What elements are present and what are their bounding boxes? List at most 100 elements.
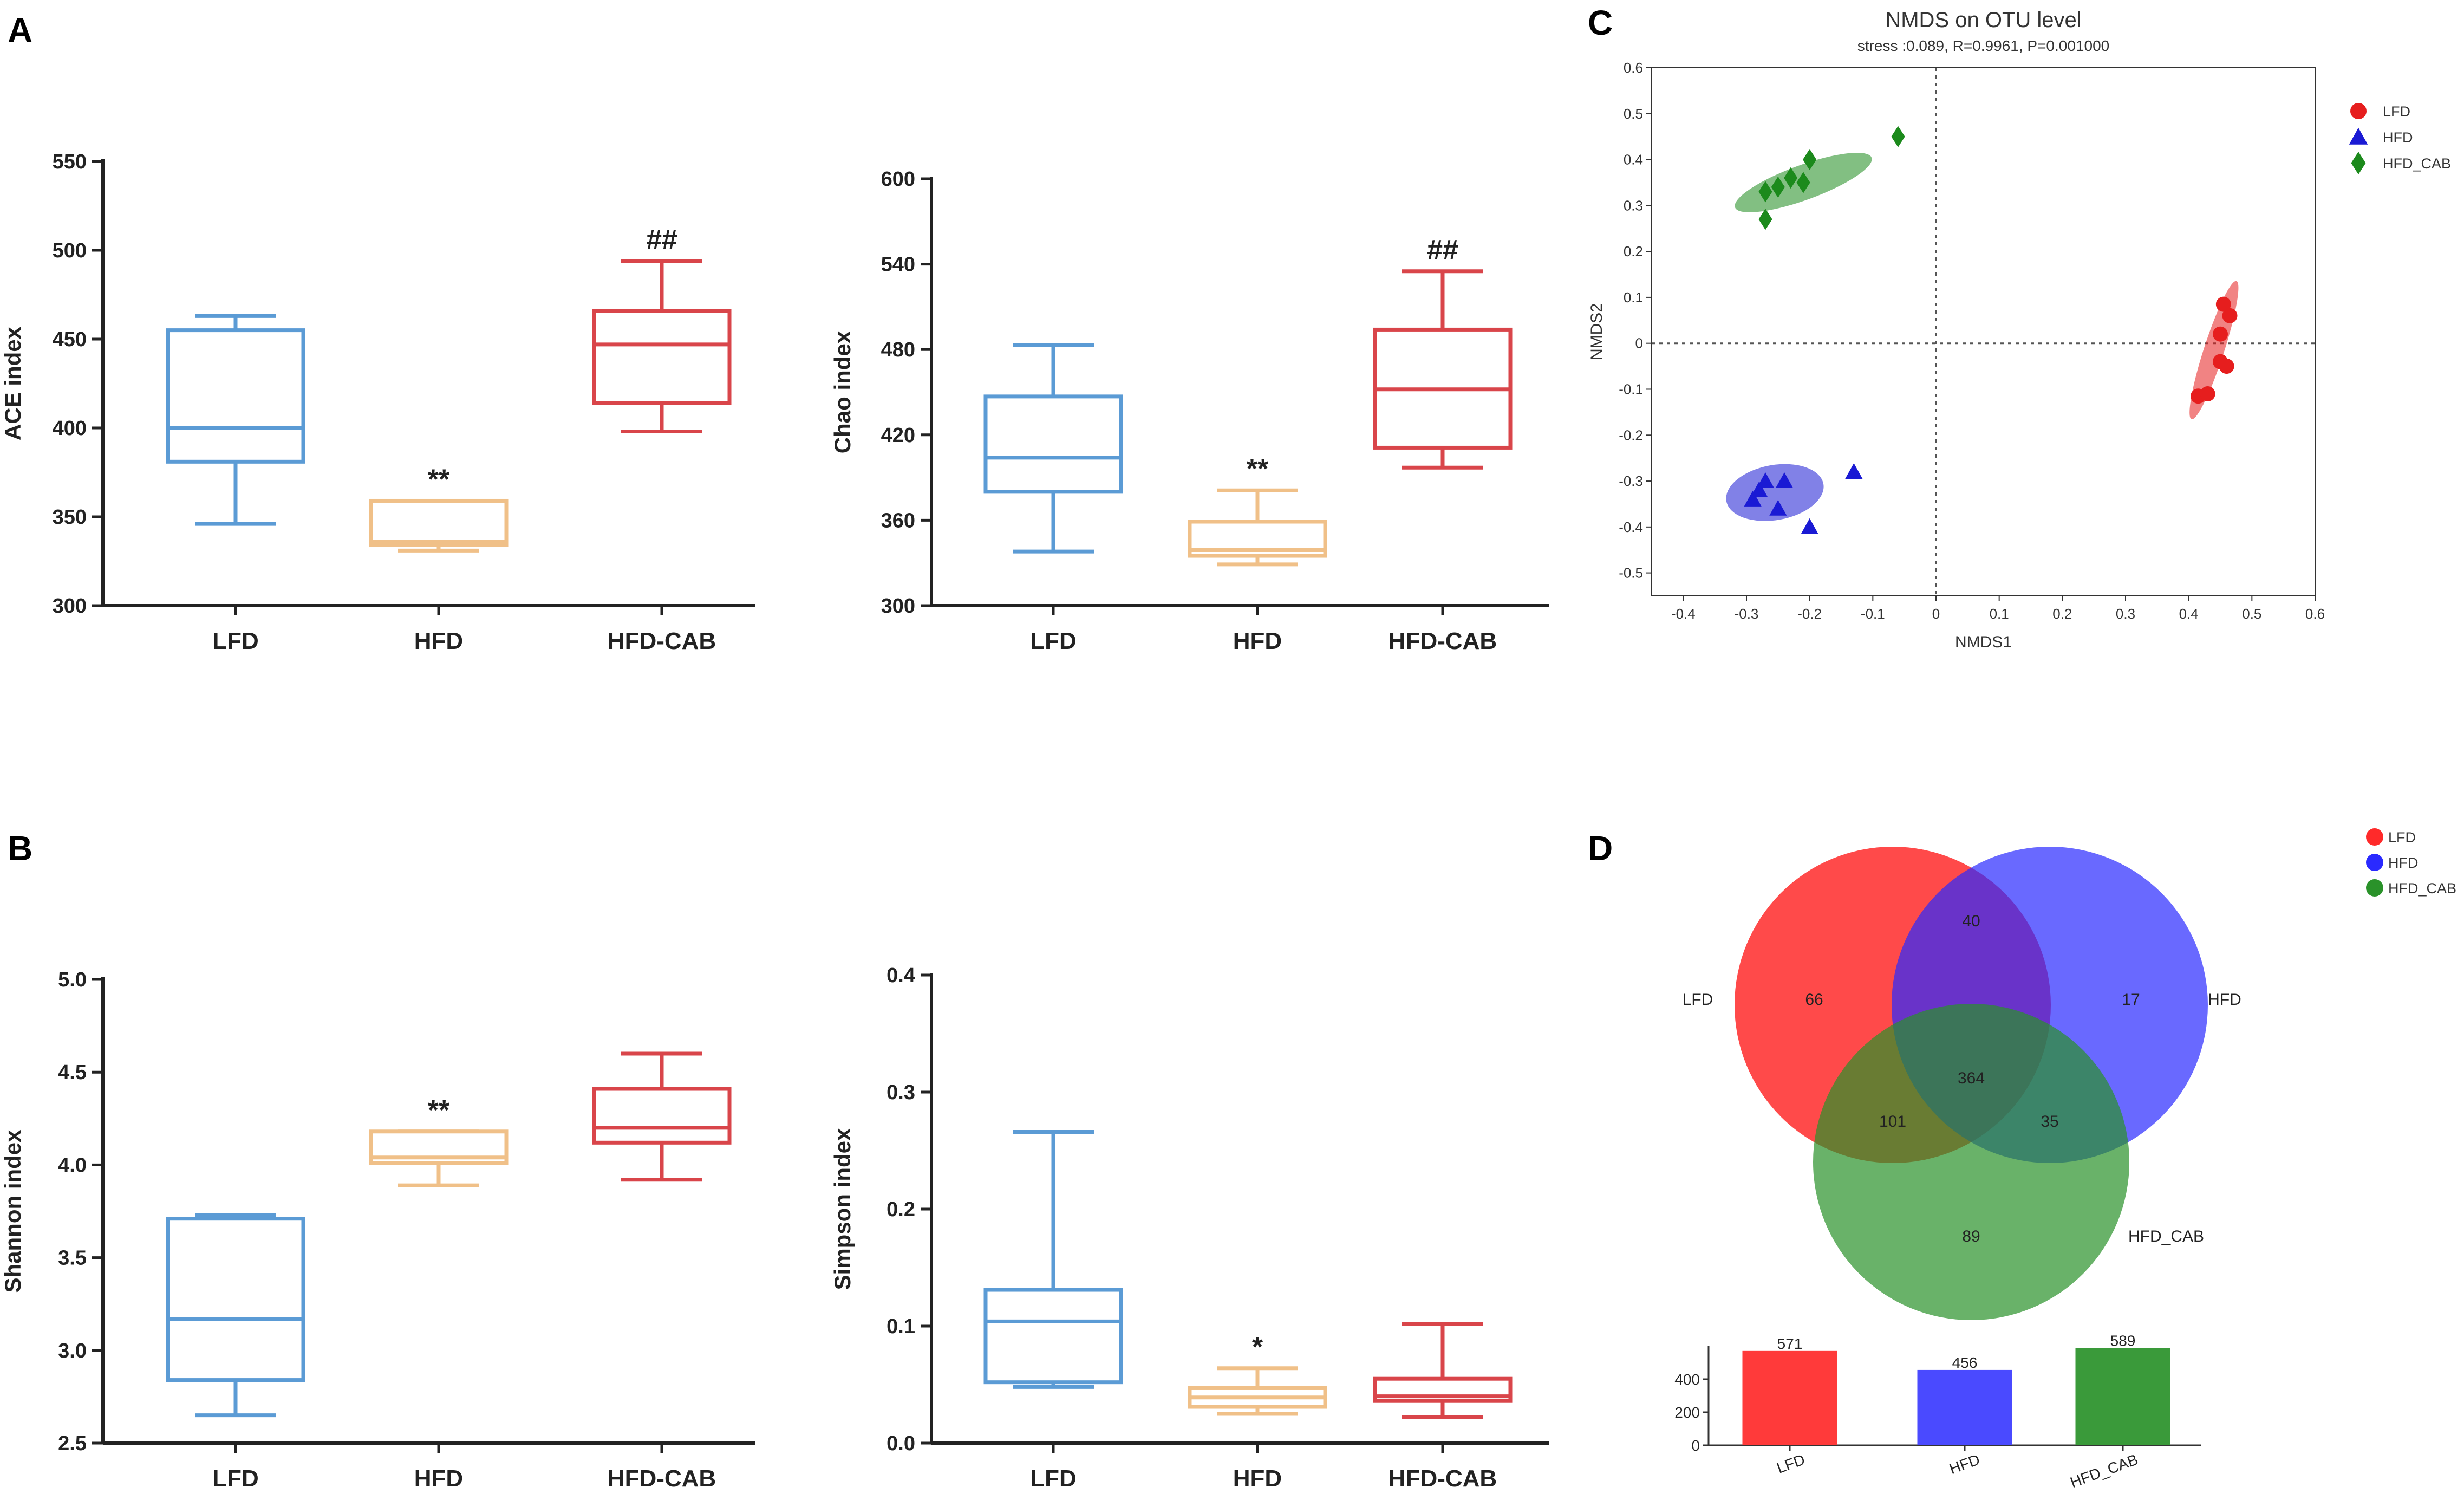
nmds-hfd-point bbox=[1750, 481, 1768, 497]
nmds-hfd_cab-point bbox=[1796, 172, 1810, 193]
shannon-category-label: LFD bbox=[212, 1465, 259, 1492]
nmds-hfd_cab-point bbox=[1803, 148, 1817, 171]
ace-index-boxplot: 300 350 400 450 500 550 ACE index LFD HFD ** HFD-C… bbox=[0, 151, 755, 654]
shannon-y-tick-label: 2.5 bbox=[58, 1432, 87, 1455]
ace-y-tick-label: 550 bbox=[53, 151, 87, 173]
chao-significance-mark: ## bbox=[1427, 235, 1458, 266]
ace-box bbox=[592, 309, 732, 405]
venn-region-hfd-hfd-cab-count: 35 bbox=[2041, 1113, 2058, 1131]
nmds-y-tick-label: 0.2 bbox=[1624, 243, 1643, 259]
nmds-hfd_cab-point bbox=[1784, 167, 1798, 189]
nmds-x-tick-label: 0.2 bbox=[2052, 606, 2072, 622]
panel-label-a: A bbox=[8, 11, 32, 50]
venn-diagram: LFD HFD HFD_CAB 66 17 89 40 101 35 364 LFD HFD HFD_C… bbox=[1683, 828, 2456, 1320]
ace-box bbox=[166, 328, 305, 464]
chao-y-tick-label: 420 bbox=[881, 424, 915, 447]
nmds-y-tick-label: 0.6 bbox=[1624, 60, 1643, 76]
shannon-y-tick-label: 3.0 bbox=[58, 1340, 87, 1362]
nmds-title: NMDS on OTU level bbox=[1885, 8, 2081, 32]
nmds-y-tick-label: -0.2 bbox=[1619, 427, 1643, 443]
nmds-hfd_cab-point bbox=[1758, 181, 1772, 203]
nmds-lfd-point bbox=[2222, 308, 2238, 323]
simpson-category-label: HFD-CAB bbox=[1389, 1465, 1497, 1492]
chao-y-tick-label: 360 bbox=[881, 509, 915, 532]
set-size-bar-chart: 0 200 400 571 LFD 456 HFD 589 HFD_CAB bbox=[1674, 1332, 2201, 1491]
shannon-significance-mark: ** bbox=[428, 1095, 450, 1126]
chao-significance-mark: ** bbox=[1247, 453, 1269, 485]
simpson-y-tick-label: 0.3 bbox=[886, 1081, 915, 1104]
bars-hfd-cab-value-label: 589 bbox=[2110, 1332, 2136, 1349]
ace-significance-mark: ## bbox=[646, 224, 677, 256]
shannon-y-tick-label: 4.0 bbox=[58, 1154, 87, 1177]
nmds-x-tick-label: -0.1 bbox=[1861, 606, 1885, 622]
bars-hfd-bar bbox=[1917, 1369, 2012, 1445]
nmds-legend-hfd_cab-label: HFD_CAB bbox=[2383, 155, 2451, 172]
nmds-y-tick-label: 0 bbox=[1635, 335, 1643, 352]
nmds-x-tick-label: 0 bbox=[1932, 606, 1940, 622]
venn-legend-hfd_cab-label: HFD_CAB bbox=[2388, 880, 2456, 897]
nmds-lfd-point bbox=[2213, 326, 2228, 342]
bars-lfd-category-label: LFD bbox=[1775, 1451, 1807, 1477]
nmds-hfd-point bbox=[1744, 490, 1762, 507]
nmds-x-tick-label: 0.1 bbox=[1990, 606, 2009, 622]
shannon-category-label: HFD bbox=[414, 1465, 463, 1492]
ace-category-label: LFD bbox=[212, 628, 259, 654]
venn-region-all-count: 364 bbox=[1958, 1069, 1985, 1087]
venn-legend-lfd-marker bbox=[2366, 828, 2383, 846]
nmds-y-tick-label: 0.3 bbox=[1624, 197, 1643, 213]
nmds-legend-lfd-label: LFD bbox=[2383, 103, 2410, 120]
venn-legend-hfd_cab-marker bbox=[2366, 879, 2383, 897]
nmds-legend-lfd-marker bbox=[2350, 103, 2367, 119]
nmds-scatter-plot: -0.4 -0.3 -0.2 -0.1 0 0.1 0.2 0.3 0.4 0.5 0.6 -0.5 -… bbox=[1588, 8, 2451, 651]
simpson-category-label: LFD bbox=[1030, 1465, 1077, 1492]
venn-hfd_cab-set-label: HFD_CAB bbox=[2128, 1228, 2204, 1245]
ace-category-label: HFD-CAB bbox=[608, 628, 716, 654]
bars-y-tick-label: 0 bbox=[1691, 1437, 1700, 1454]
panel-label-c: C bbox=[1588, 3, 1613, 42]
nmds-legend-hfd-label: HFD bbox=[2383, 129, 2413, 146]
chao-box bbox=[983, 394, 1123, 494]
nmds-legend-hfd_cab-marker bbox=[2351, 152, 2366, 174]
chao-index-boxplot: 300 360 420 480 540 600 Chao index LFD HFD ** HFD-… bbox=[830, 168, 1549, 654]
bars-lfd-bar bbox=[1742, 1350, 1837, 1445]
nmds-y-tick-label: -0.3 bbox=[1619, 473, 1643, 489]
nmds-hfd_cab-point bbox=[1891, 126, 1905, 147]
nmds-x-tick-label: 0.4 bbox=[2179, 606, 2199, 622]
panel-label-b: B bbox=[8, 829, 32, 868]
nmds-x-axis-label: NMDS1 bbox=[1955, 633, 2012, 651]
nmds-x-tick-label: 0.5 bbox=[2242, 606, 2261, 622]
chao-y-tick-label: 300 bbox=[881, 595, 915, 618]
simpson-y-tick-label: 0.2 bbox=[886, 1198, 915, 1221]
nmds-lfd-ellipse bbox=[2189, 281, 2239, 420]
ace-y-axis-label: ACE index bbox=[0, 326, 25, 440]
chao-category-label: HFD bbox=[1233, 628, 1282, 654]
nmds-hfd-point bbox=[1756, 472, 1775, 488]
chao-y-axis-label: Chao index bbox=[830, 330, 855, 453]
ace-y-tick-label: 500 bbox=[53, 239, 87, 262]
simpson-significance-mark: * bbox=[1252, 1332, 1263, 1363]
simpson-y-tick-label: 0.1 bbox=[886, 1315, 915, 1338]
nmds-y-axis-label: NMDS2 bbox=[1588, 303, 1606, 360]
simpson-y-tick-label: 0.0 bbox=[886, 1432, 915, 1455]
shannon-box bbox=[592, 1087, 732, 1145]
nmds-y-tick-label: -0.5 bbox=[1619, 565, 1643, 581]
nmds-hfd-point bbox=[1769, 499, 1787, 516]
ace-y-tick-label: 350 bbox=[53, 506, 87, 529]
venn-hfd_cab-circle bbox=[1813, 1004, 2129, 1320]
venn-region-hfd-only-count: 17 bbox=[2122, 991, 2140, 1009]
ace-y-tick-label: 450 bbox=[53, 328, 87, 351]
bars-lfd-value-label: 571 bbox=[1777, 1335, 1803, 1352]
shannon-index-boxplot: 2.5 3.0 3.5 4.0 4.5 5.0 Shannon index LFD HFD ** H… bbox=[0, 969, 755, 1492]
nmds-hfd_cab-point bbox=[1758, 209, 1772, 230]
shannon-y-tick-label: 3.5 bbox=[58, 1247, 87, 1270]
venn-legend-hfd-label: HFD bbox=[2388, 855, 2419, 871]
simpson-box bbox=[983, 1288, 1123, 1385]
nmds-y-tick-label: -0.4 bbox=[1619, 519, 1643, 535]
nmds-lfd-point bbox=[2215, 296, 2231, 312]
venn-legend-lfd-label: LFD bbox=[2388, 829, 2416, 846]
nmds-x-tick-label: -0.2 bbox=[1797, 606, 1822, 622]
nmds-x-tick-label: -0.4 bbox=[1671, 606, 1696, 622]
venn-hfd-set-label: HFD bbox=[2208, 991, 2241, 1009]
shannon-box bbox=[166, 1217, 305, 1382]
